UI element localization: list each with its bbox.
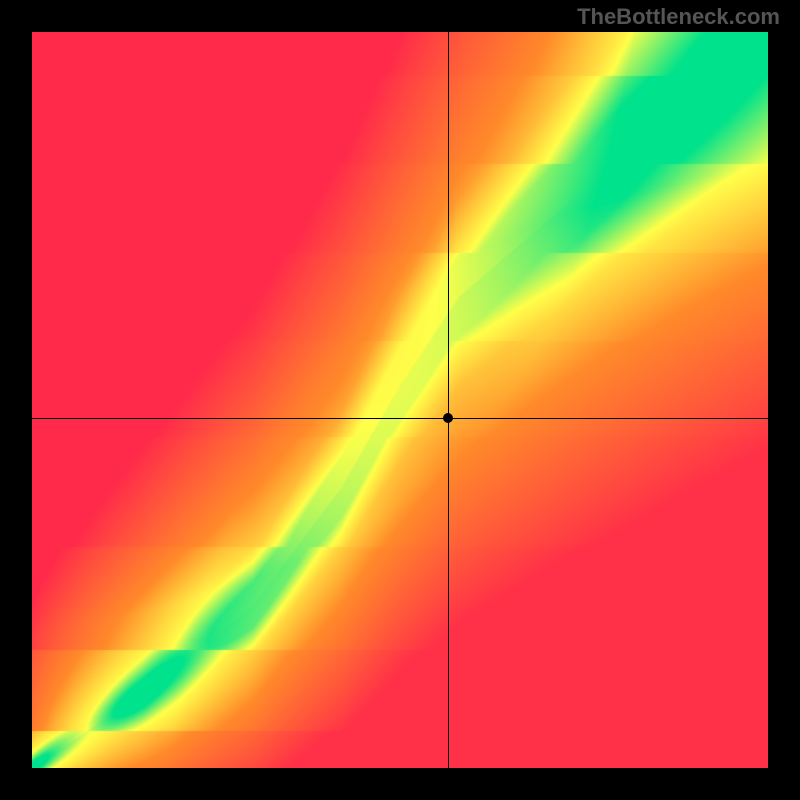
watermark-label: TheBottleneck.com: [577, 4, 780, 30]
heatmap-chart: [32, 32, 768, 768]
crosshair-horizontal: [32, 418, 768, 419]
heatmap-canvas: [32, 32, 768, 768]
crosshair-dot: [443, 413, 453, 423]
crosshair-vertical: [448, 32, 449, 768]
